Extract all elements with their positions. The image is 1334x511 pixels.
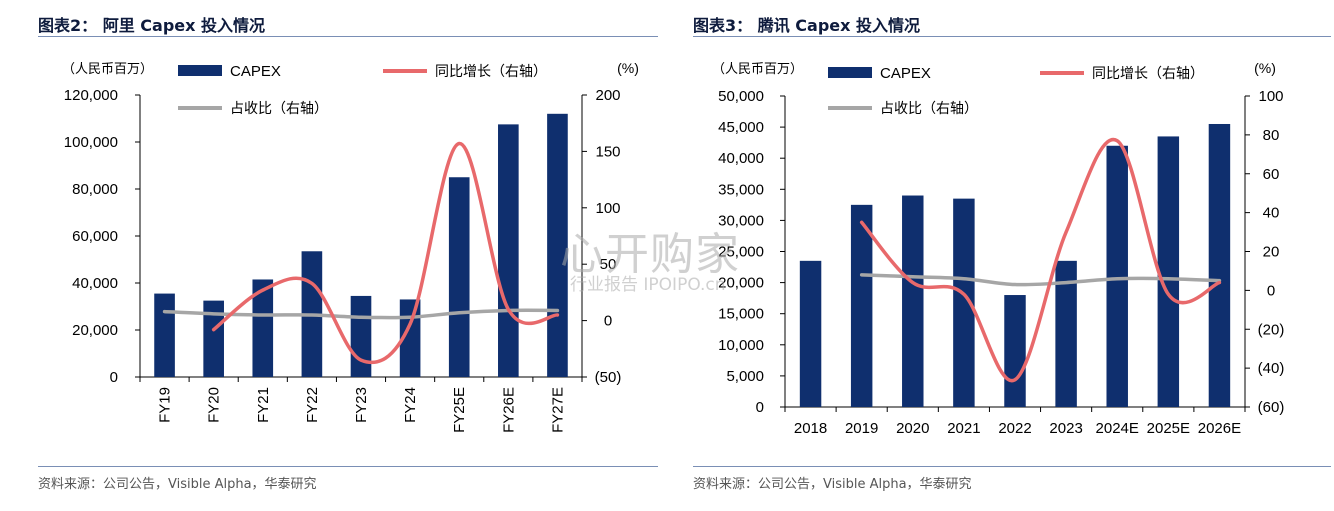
capex-bar	[547, 113, 568, 378]
source-rule	[693, 466, 1331, 467]
title-rule	[693, 36, 1331, 37]
x-tick-label: 2024E	[1096, 420, 1139, 437]
left-axis-unit: （人民币百万）	[712, 61, 803, 76]
right-axis-unit: (%)	[617, 60, 639, 76]
right-tick-label: 100	[595, 200, 620, 217]
right-tick-label: 200	[595, 87, 620, 104]
capex-bar	[799, 260, 822, 407]
x-tick-label: FY20	[206, 387, 223, 423]
right-tick-label: 100	[1258, 88, 1283, 105]
left-tick-label: 50,000	[718, 88, 764, 105]
x-tick-label: FY24	[402, 387, 419, 423]
capex-bar	[1106, 145, 1128, 407]
left-tick-label: 5,000	[726, 368, 764, 385]
right-tick-label: 60	[1263, 166, 1280, 183]
left-axis-unit: （人民币百万）	[62, 61, 153, 76]
figure-title: 图表2： 阿里 Capex 投入情况	[38, 16, 266, 35]
x-tick-label: 2023	[1049, 420, 1082, 437]
capex-bar	[902, 195, 924, 407]
capex-bar	[850, 204, 873, 407]
left-tick-label: 20,000	[718, 275, 764, 292]
left-tick-label: 80,000	[72, 181, 118, 198]
left-tick-label: 0	[756, 399, 764, 416]
right-tick-label: (40)	[1258, 360, 1285, 377]
left-tick-label: 45,000	[718, 119, 764, 136]
left-tick-label: 15,000	[718, 306, 764, 323]
yoy-growth-line	[211, 141, 560, 365]
right-tick-label: 20	[1263, 244, 1280, 261]
panel-tencent: 图表3： 腾讯 Capex 投入情况 0 5,000 10,000 15,000 20,…	[690, 0, 1334, 511]
figure-title: 图表3： 腾讯 Capex 投入情况	[693, 16, 921, 35]
right-tick-label: 50	[600, 256, 617, 273]
source-rule	[38, 466, 658, 467]
right-axis-unit: (%)	[1254, 60, 1276, 76]
x-tick-label: 2020	[896, 420, 929, 437]
left-tick-label: 30,000	[718, 212, 764, 229]
left-tick-label: 25,000	[718, 244, 764, 261]
alibaba-capex-chart: 0 20,000 40,000 60,000 80,000 100,000 120,000 (…	[62, 60, 639, 433]
capex-revenue-share-line	[162, 308, 560, 320]
legend-capex-swatch	[828, 67, 872, 78]
capex-bar	[1055, 260, 1077, 407]
capex-bar	[1004, 295, 1026, 407]
x-tick-label: 2021	[947, 420, 980, 437]
title-rule	[38, 36, 658, 37]
source-note: 资料来源：公司公告，Visible Alpha，华泰研究	[38, 477, 317, 492]
yoy-growth-line	[859, 137, 1222, 383]
legend-yoy-label: 同比增长（右轴）	[1092, 65, 1204, 81]
tencent-capex-chart: 0 5,000 10,000 15,000 20,000 25,000 30,000 35,0…	[712, 60, 1285, 437]
capex-bar	[953, 198, 975, 407]
left-tick-label: 0	[110, 369, 118, 386]
left-tick-label: 20,000	[72, 322, 118, 339]
x-tick-label: FY19	[157, 387, 174, 423]
right-tick-label: 0	[604, 313, 612, 330]
right-tick-label: 150	[595, 143, 620, 160]
capex-bar	[498, 124, 519, 377]
right-tick-label: (20)	[1258, 321, 1285, 338]
x-tick-label: FY23	[353, 387, 370, 423]
x-tick-label: 2018	[794, 420, 827, 437]
right-tick-label: 40	[1263, 205, 1280, 222]
capex-bar	[448, 177, 470, 377]
source-note: 资料来源：公司公告，Visible Alpha，华泰研究	[693, 477, 972, 492]
left-tick-label: 40,000	[718, 150, 764, 167]
legend-share-label: 占收比（右轴）	[880, 100, 978, 116]
capex-bar	[203, 300, 224, 377]
left-tick-label: 60,000	[72, 228, 118, 245]
x-tick-label: FY26E	[500, 387, 517, 433]
right-tick-label: (60)	[1258, 399, 1285, 416]
capex-bar	[252, 279, 274, 377]
left-tick-label: 120,000	[64, 87, 118, 104]
capex-bar	[1157, 136, 1180, 407]
x-tick-label: FY22	[304, 387, 321, 423]
left-tick-label: 10,000	[718, 337, 764, 354]
legend-capex-swatch	[178, 65, 222, 76]
capex-revenue-share-line	[859, 273, 1222, 287]
left-tick-label: 40,000	[72, 275, 118, 292]
panel-alibaba: 图表2： 阿里 Capex 投入情况 0 20,000 40,000 60,000 80…	[0, 0, 662, 511]
legend-capex-label: CAPEX	[880, 65, 931, 82]
left-tick-label: 100,000	[64, 134, 118, 151]
capex-bar	[1208, 123, 1231, 408]
x-tick-label: 2026E	[1198, 420, 1241, 437]
right-tick-label: (50)	[595, 369, 622, 386]
left-tick-label: 35,000	[718, 181, 764, 198]
right-tick-label: 0	[1267, 282, 1275, 299]
x-tick-label: FY25E	[451, 387, 468, 433]
x-tick-label: 2022	[998, 420, 1031, 437]
x-tick-label: FY21	[255, 387, 272, 423]
capex-bar	[350, 295, 372, 377]
x-tick-label: 2025E	[1147, 420, 1190, 437]
legend-share-label: 占收比（右轴）	[230, 100, 328, 116]
x-tick-label: FY27E	[549, 387, 566, 433]
capex-bar	[154, 293, 175, 377]
legend-yoy-label: 同比增长（右轴）	[435, 63, 547, 79]
x-tick-label: 2019	[845, 420, 878, 437]
right-tick-label: 80	[1263, 127, 1280, 144]
legend-capex-label: CAPEX	[230, 63, 281, 80]
